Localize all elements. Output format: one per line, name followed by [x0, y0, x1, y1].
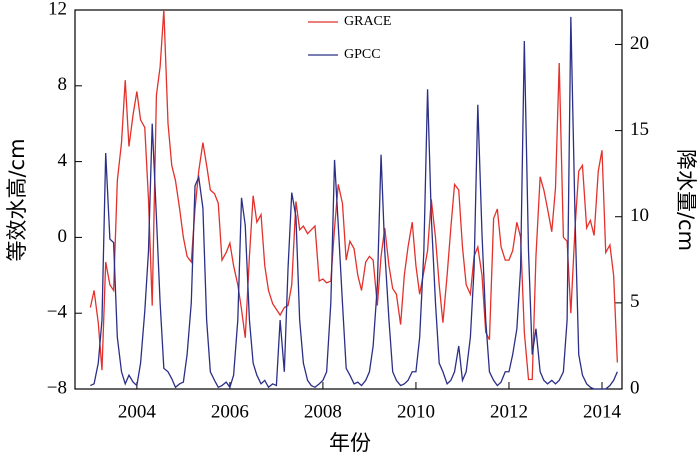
y2-tick-label: 0 [630, 377, 640, 398]
y-tick-label: 4 [58, 150, 68, 171]
y-tick-label: −8 [47, 377, 67, 398]
y2-axis-label: 降水量/cm [674, 149, 698, 251]
series-line [89, 9, 618, 381]
y-tick-label: 12 [48, 0, 67, 19]
x-tick-label: 2010 [397, 401, 435, 422]
x-tick-label: 2008 [304, 401, 342, 422]
x-tick-label: 2004 [118, 401, 157, 422]
y2-tick-label: 20 [630, 33, 649, 54]
y-tick-label: 0 [58, 226, 68, 247]
y2-tick-label: 5 [630, 291, 640, 312]
series-line [90, 16, 618, 390]
y-axis-label: 等效水高/cm [5, 138, 29, 261]
y2-tick-label: 10 [630, 205, 649, 226]
legend-label: GPCC [344, 47, 381, 62]
y-tick-label: −4 [47, 302, 68, 323]
y-tick-label: 8 [58, 74, 68, 95]
x-tick-label: 2012 [490, 401, 528, 422]
plot-frame [74, 9, 623, 390]
x-tick-label: 2006 [211, 401, 249, 422]
legend-label: GRACE [344, 14, 391, 29]
x-tick-label: 2014 [583, 401, 622, 422]
x-axis-label: 年份 [329, 431, 371, 455]
y2-tick-label: 15 [630, 119, 649, 140]
